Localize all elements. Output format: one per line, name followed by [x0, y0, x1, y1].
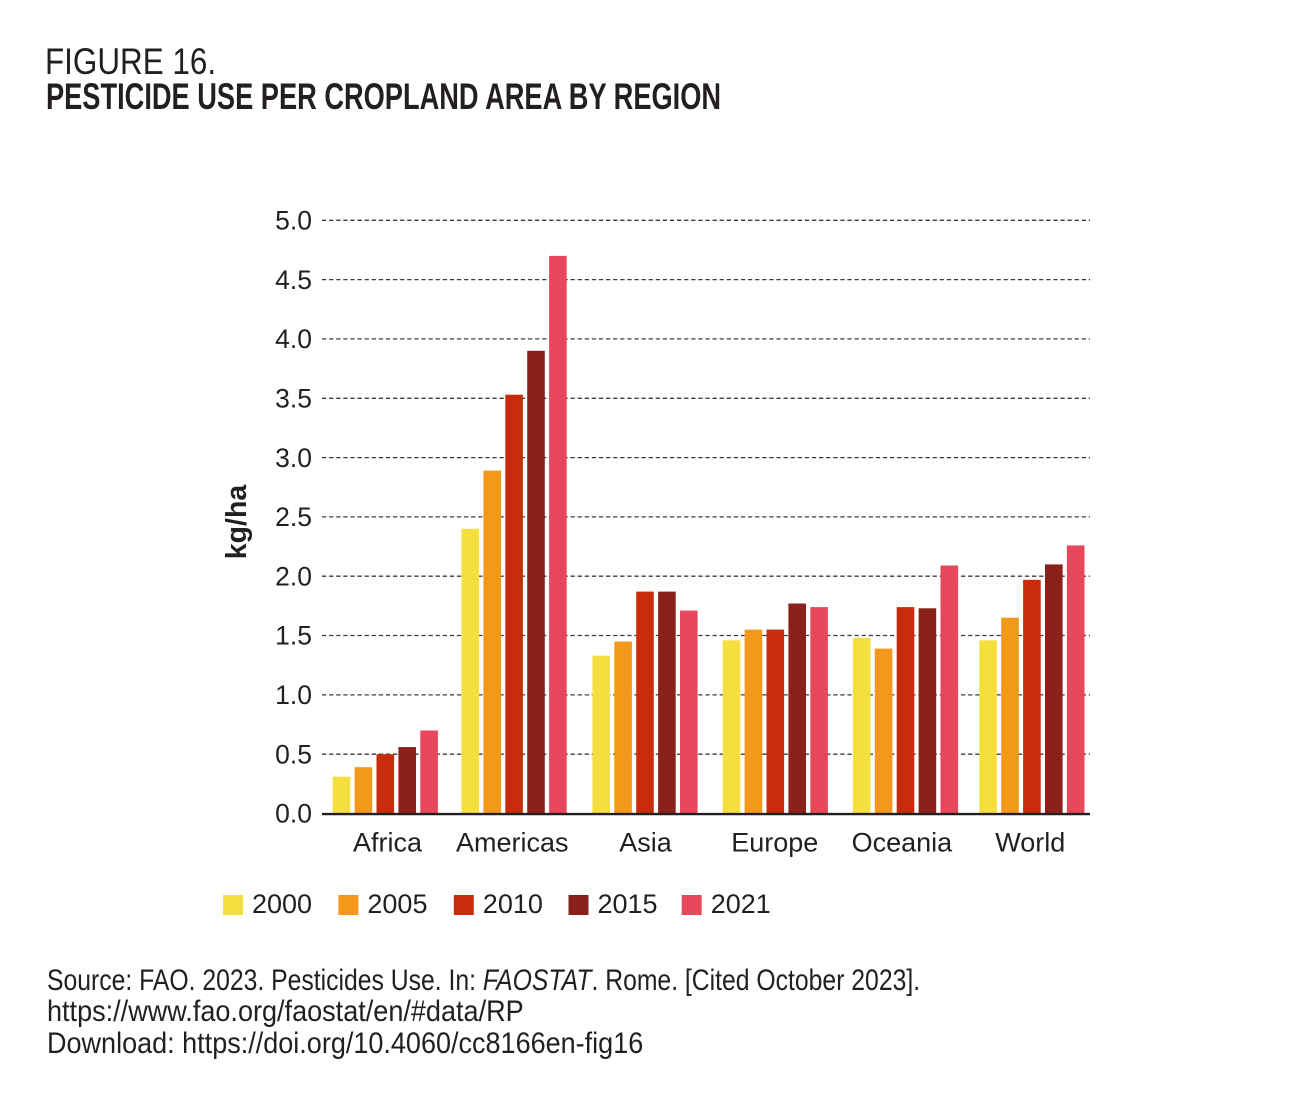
- svg-text:4.5: 4.5: [275, 265, 312, 295]
- svg-text:3.5: 3.5: [275, 384, 312, 414]
- svg-text:Europe: Europe: [731, 828, 818, 858]
- svg-text:0.5: 0.5: [275, 739, 312, 769]
- svg-text:2000: 2000: [252, 889, 312, 919]
- svg-text:kg/ha: kg/ha: [221, 484, 253, 560]
- svg-text:2021: 2021: [711, 889, 771, 919]
- svg-text:Africa: Africa: [353, 828, 423, 858]
- svg-text:5.0: 5.0: [275, 206, 312, 236]
- svg-text:2015: 2015: [598, 889, 658, 919]
- svg-text:1.0: 1.0: [275, 680, 312, 710]
- svg-text:Asia: Asia: [619, 828, 673, 858]
- svg-text:4.0: 4.0: [275, 324, 312, 354]
- svg-text:0.0: 0.0: [275, 799, 312, 829]
- svg-text:2.5: 2.5: [275, 502, 312, 532]
- svg-text:World: World: [995, 828, 1065, 858]
- svg-text:2.0: 2.0: [275, 561, 312, 591]
- svg-text:2010: 2010: [483, 889, 543, 919]
- svg-text:3.0: 3.0: [275, 443, 312, 473]
- svg-text:Oceania: Oceania: [852, 828, 954, 858]
- svg-text:2005: 2005: [367, 889, 427, 919]
- svg-text:Americas: Americas: [456, 828, 569, 858]
- svg-text:1.5: 1.5: [275, 621, 312, 651]
